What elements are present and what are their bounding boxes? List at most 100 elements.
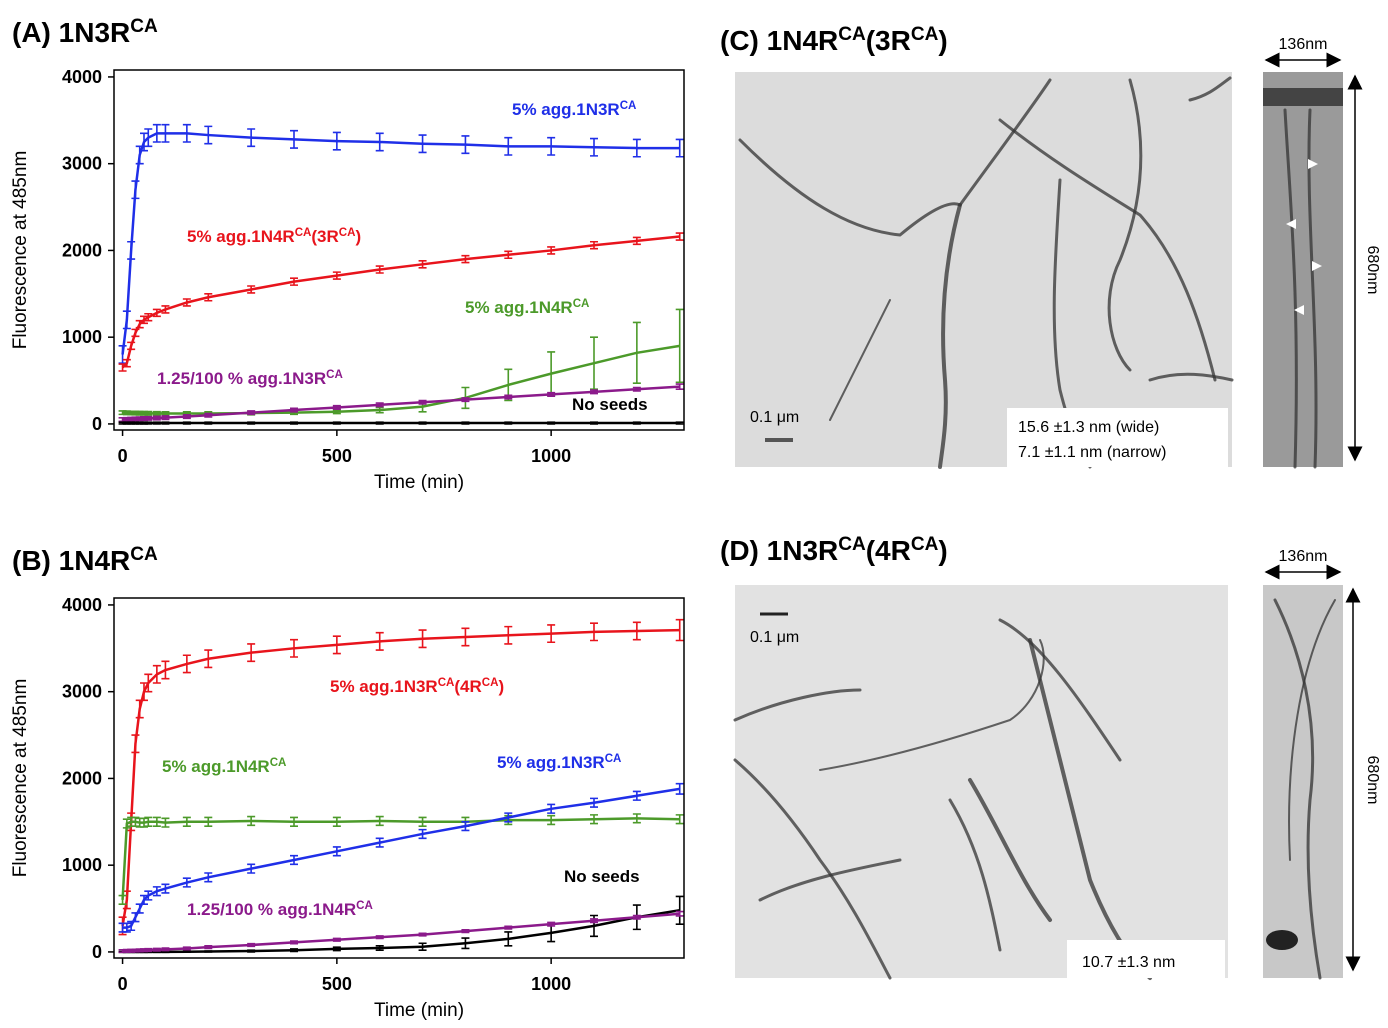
series-label: 1.25/100 % agg.1N4RCA bbox=[187, 900, 373, 919]
superscript: CA bbox=[838, 24, 866, 45]
y-axis-label: Fluorescence at 485nm bbox=[10, 151, 31, 350]
series-label: 5% agg.1N4RCA bbox=[465, 298, 590, 317]
micrograph-strip bbox=[1263, 72, 1343, 467]
superscript: CA bbox=[295, 227, 312, 239]
error-bar bbox=[153, 666, 161, 683]
text-run: (3R bbox=[311, 227, 338, 246]
panel-title: (D) 1N3RCA(4RCA) bbox=[720, 534, 948, 567]
y-tick-label: 3000 bbox=[62, 682, 102, 702]
y-tick-label: 0 bbox=[92, 414, 102, 434]
x-axis-label: Time (min) bbox=[374, 1000, 464, 1021]
error-bar bbox=[131, 329, 139, 336]
height-label: 680nm bbox=[1364, 246, 1381, 295]
text-run: No seeds bbox=[572, 395, 648, 414]
series-label: No seeds bbox=[572, 395, 648, 414]
superscript: CA bbox=[339, 227, 356, 239]
superscript: CA bbox=[356, 900, 373, 912]
y-tick-label: 1000 bbox=[62, 855, 102, 875]
y-tick-label: 2000 bbox=[62, 240, 102, 260]
superscript: CA bbox=[838, 534, 866, 555]
superscript: CA bbox=[270, 757, 287, 769]
x-tick-label: 0 bbox=[118, 974, 128, 994]
chart-title: (B) 1N4RCA bbox=[12, 544, 158, 577]
superscript: CA bbox=[911, 534, 939, 555]
text-run: ) bbox=[938, 535, 947, 566]
series-label: 5% agg.1N3RCA bbox=[512, 100, 637, 119]
figure: (C) 1N4RCA(3RCA) 0.1 μm 15.6 ±1.3 nm (wi… bbox=[0, 0, 1388, 1028]
x-axis-label: Time (min) bbox=[374, 472, 464, 493]
micrograph-strip bbox=[1263, 585, 1343, 978]
error-bar bbox=[161, 951, 169, 952]
width-label: 136nm bbox=[1279, 548, 1328, 565]
text-run: 5% agg.1N3R bbox=[497, 753, 605, 772]
series-label: 1.25/100 % agg.1N3RCA bbox=[157, 369, 343, 388]
series-label: 5% agg.1N3RCA bbox=[497, 753, 622, 772]
text-run: (D) 1N3R bbox=[720, 535, 838, 566]
series-label: 5% agg.1N4RCA bbox=[162, 757, 287, 776]
text-run: ) bbox=[355, 227, 361, 246]
series bbox=[119, 814, 684, 904]
error-bar bbox=[131, 735, 139, 752]
text-run: 5% agg.1N4R bbox=[465, 298, 573, 317]
text-run: (4R bbox=[454, 677, 481, 696]
text-run: No seeds bbox=[564, 867, 640, 886]
measurement: 10.7 ±1.3 nm bbox=[1082, 954, 1175, 971]
superscript: CA bbox=[438, 677, 455, 689]
error-bar bbox=[119, 346, 127, 363]
error-bar bbox=[127, 242, 135, 259]
series-line bbox=[123, 818, 680, 900]
y-tick-label: 4000 bbox=[62, 595, 102, 615]
measurement: 7.1 ±1.1 nm (narrow) bbox=[1018, 444, 1166, 461]
error-bar bbox=[131, 181, 139, 198]
series bbox=[119, 620, 684, 935]
text-run: 5% agg.1N3R bbox=[512, 100, 620, 119]
superscript: CA bbox=[130, 544, 158, 565]
text-run: ) bbox=[498, 677, 504, 696]
error-bar bbox=[144, 129, 152, 146]
y-axis-label: Fluorescence at 485nm bbox=[10, 679, 31, 878]
x-tick-label: 0 bbox=[118, 446, 128, 466]
x-tick-label: 500 bbox=[322, 446, 352, 466]
text-run: (B) 1N4R bbox=[12, 545, 130, 576]
text-run: 1.25/100 % agg.1N3R bbox=[157, 369, 326, 388]
measurement: 15.6 ±1.3 nm (wide) bbox=[1018, 419, 1159, 436]
text-run: ) bbox=[938, 25, 947, 56]
y-tick-label: 2000 bbox=[62, 768, 102, 788]
x-tick-label: 500 bbox=[322, 974, 352, 994]
series-label: 5% agg.1N4RCA(3RCA) bbox=[187, 227, 361, 246]
x-tick-label: 1000 bbox=[531, 974, 571, 994]
superscript: CA bbox=[482, 677, 499, 689]
series-label: No seeds bbox=[564, 867, 640, 886]
text-run: 5% agg.1N3R bbox=[330, 677, 438, 696]
text-run: 1.25/100 % agg.1N4R bbox=[187, 900, 356, 919]
y-tick-label: 0 bbox=[92, 942, 102, 962]
superscript: CA bbox=[326, 369, 343, 381]
superscript: CA bbox=[911, 24, 939, 45]
text-run: (3R bbox=[866, 25, 911, 56]
text-run: 5% agg.1N4R bbox=[162, 757, 270, 776]
chart-title: (A) 1N3RCA bbox=[12, 16, 158, 49]
y-tick-label: 4000 bbox=[62, 67, 102, 87]
text-run: 5% agg.1N4R bbox=[187, 227, 295, 246]
superscript: CA bbox=[605, 753, 622, 765]
superscript: CA bbox=[573, 298, 590, 310]
y-tick-label: 1000 bbox=[62, 327, 102, 347]
micrograph bbox=[735, 585, 1228, 978]
error-bar bbox=[136, 700, 144, 717]
y-tick-label: 3000 bbox=[62, 154, 102, 174]
error-bar bbox=[127, 342, 135, 349]
error-bar bbox=[183, 951, 191, 952]
series bbox=[119, 422, 684, 424]
error-bar bbox=[204, 951, 212, 952]
superscript: CA bbox=[130, 16, 158, 37]
scale-bar-label: 0.1 μm bbox=[750, 409, 799, 426]
superscript: CA bbox=[620, 100, 637, 112]
height-label: 680nm bbox=[1364, 756, 1381, 805]
micrograph bbox=[735, 72, 1232, 467]
series-line bbox=[123, 237, 680, 368]
text-run: (4R bbox=[866, 535, 911, 566]
error-bar bbox=[123, 311, 131, 328]
panel-title: (C) 1N4RCA(3RCA) bbox=[720, 24, 948, 57]
text-run: (A) 1N3R bbox=[12, 17, 130, 48]
scale-bar-label: 0.1 μm bbox=[750, 629, 799, 646]
